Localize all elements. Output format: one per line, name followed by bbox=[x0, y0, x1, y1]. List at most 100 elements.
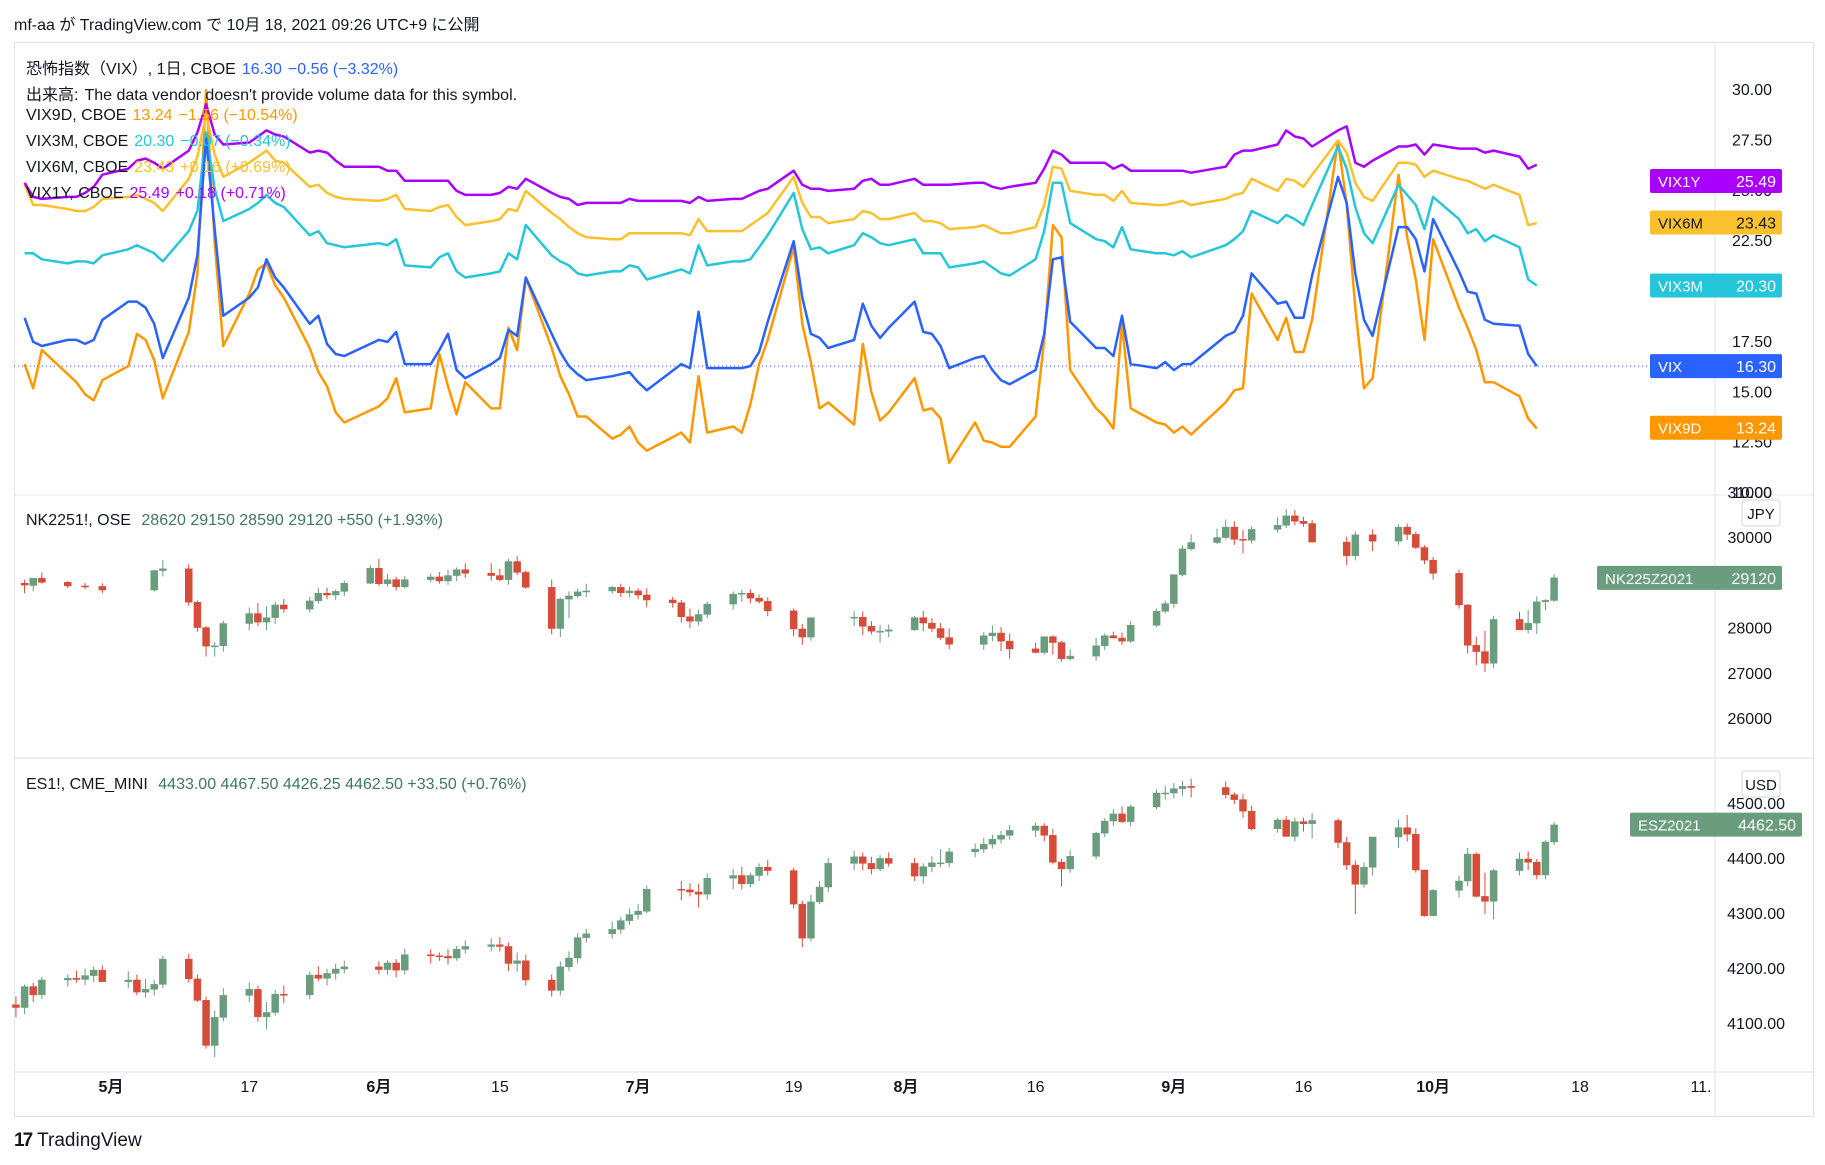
nk-candle bbox=[1100, 633, 1109, 651]
es-legend-name[interactable]: ES1!, CME_MINI bbox=[26, 776, 148, 793]
legend-row[interactable]: VIX9D, CBOE 13.24 −1.56 (−10.54%) bbox=[26, 107, 523, 133]
nk-candle bbox=[38, 572, 46, 584]
es-candle bbox=[945, 848, 953, 868]
es-candle bbox=[1187, 778, 1195, 798]
candle-body bbox=[1368, 836, 1377, 868]
candle-body bbox=[496, 944, 504, 947]
nk-candle bbox=[219, 620, 228, 652]
es-candle bbox=[997, 830, 1005, 844]
price-tag-label: VIX3M bbox=[1658, 279, 1703, 296]
es-candle bbox=[1057, 859, 1066, 887]
es-candle bbox=[1351, 860, 1360, 914]
es-candle bbox=[884, 852, 893, 867]
nk-candle bbox=[936, 623, 945, 640]
nk-candle bbox=[202, 626, 210, 657]
candle-body bbox=[1489, 619, 1498, 664]
tradingview-logo[interactable]: 17 TradingView bbox=[14, 1130, 142, 1152]
candle-body bbox=[807, 617, 815, 638]
es-candle bbox=[89, 966, 98, 983]
candle-body bbox=[1541, 841, 1550, 876]
candle-body bbox=[910, 617, 919, 631]
legend-series-name: 出来高: bbox=[26, 87, 79, 104]
price-tag-background bbox=[1597, 565, 1782, 590]
candle-body bbox=[867, 625, 876, 632]
nk-candle bbox=[487, 563, 495, 581]
candle-body bbox=[1455, 573, 1463, 606]
es-candle bbox=[444, 949, 452, 965]
nk-candle bbox=[859, 611, 867, 636]
price-tag-label: VIX9D bbox=[1658, 421, 1702, 438]
candle-body bbox=[159, 568, 167, 571]
es-candle bbox=[1550, 822, 1558, 845]
candle-body bbox=[150, 570, 158, 591]
candle-body bbox=[1472, 853, 1481, 897]
candle-body bbox=[1515, 858, 1524, 871]
es-candle bbox=[1092, 831, 1100, 859]
candle-body bbox=[340, 966, 349, 970]
price-tag-label: VIX1Y bbox=[1658, 174, 1701, 191]
nk-candle bbox=[401, 576, 409, 589]
es-candle bbox=[401, 948, 409, 975]
candle-body bbox=[1049, 636, 1057, 643]
candle-body bbox=[1308, 820, 1316, 825]
candle-body bbox=[1239, 539, 1247, 541]
candle-body bbox=[1109, 813, 1118, 822]
nk-legend: NK2251!, OSE 28620 29150 28590 29120 +55… bbox=[26, 512, 449, 530]
candle-body bbox=[29, 986, 37, 996]
es-candle bbox=[254, 985, 262, 1022]
legend-series-name: VIX1Y, CBOE bbox=[26, 185, 124, 202]
nk-legend-name[interactable]: NK2251!, OSE bbox=[26, 512, 131, 529]
es-candle bbox=[755, 863, 763, 881]
nk-candle bbox=[1005, 633, 1014, 659]
legend-row[interactable]: 出来高: The data vendor doesn't provide volu… bbox=[26, 81, 523, 107]
nk-candle bbox=[452, 567, 461, 581]
es-candle bbox=[1515, 852, 1524, 876]
candle-body bbox=[1187, 542, 1195, 550]
nk-candle bbox=[522, 570, 530, 589]
es-candle bbox=[331, 963, 340, 980]
candle-body bbox=[1394, 827, 1403, 838]
candle-body bbox=[444, 956, 452, 959]
candle-body bbox=[81, 975, 89, 980]
es-candle bbox=[1489, 868, 1498, 920]
nk-candle bbox=[1524, 609, 1532, 634]
es-candle bbox=[1282, 816, 1290, 837]
es-candle bbox=[124, 971, 133, 989]
es-candle bbox=[850, 850, 858, 870]
candle-body bbox=[383, 579, 392, 584]
nk-candle bbox=[556, 597, 565, 638]
es-candle bbox=[573, 933, 582, 964]
es-candle bbox=[1005, 824, 1014, 840]
nk-candle bbox=[1455, 569, 1463, 609]
candle-body bbox=[1100, 635, 1109, 646]
candle-body bbox=[634, 911, 642, 915]
candle-body bbox=[936, 862, 945, 865]
candle-body bbox=[513, 960, 521, 964]
es-candle bbox=[634, 904, 642, 920]
legend-row[interactable]: VIX3M, CBOE 20.30 −0.07 (−0.34%) bbox=[26, 133, 523, 159]
candle-body bbox=[89, 969, 98, 976]
candle-body bbox=[401, 954, 409, 971]
nk-candle bbox=[331, 589, 340, 600]
nk-candle bbox=[1049, 635, 1057, 655]
legend-series-value: The data vendor doesn't provide volume d… bbox=[84, 87, 518, 104]
es-candle bbox=[375, 961, 383, 975]
nk-candle bbox=[98, 583, 107, 594]
nk-candle bbox=[64, 580, 72, 589]
legend-row[interactable]: VIX6M, CBOE 23.43 +0.16 (+0.69%) bbox=[26, 159, 523, 185]
candle-body bbox=[392, 579, 400, 588]
vix-y-tick-label: 10.00 bbox=[1732, 485, 1772, 502]
candle-body bbox=[755, 867, 763, 876]
legend-row[interactable]: VIX1Y, CBOE 25.49 +0.18 (+0.71%) bbox=[26, 185, 523, 211]
candle-body bbox=[522, 572, 530, 588]
candle-body bbox=[1429, 890, 1437, 916]
candle-body bbox=[1092, 832, 1100, 857]
es-candle bbox=[1394, 819, 1403, 848]
nk-candle bbox=[1351, 531, 1360, 561]
es-candle bbox=[1524, 851, 1532, 870]
x-axis-tick-label: 17 bbox=[240, 1079, 258, 1096]
candle-body bbox=[1178, 786, 1187, 789]
legend-row[interactable]: 恐怖指数（VIX）, 1日, CBOE 16.30 −0.56 (−3.32%) bbox=[26, 55, 523, 81]
es-candle bbox=[1291, 817, 1299, 842]
